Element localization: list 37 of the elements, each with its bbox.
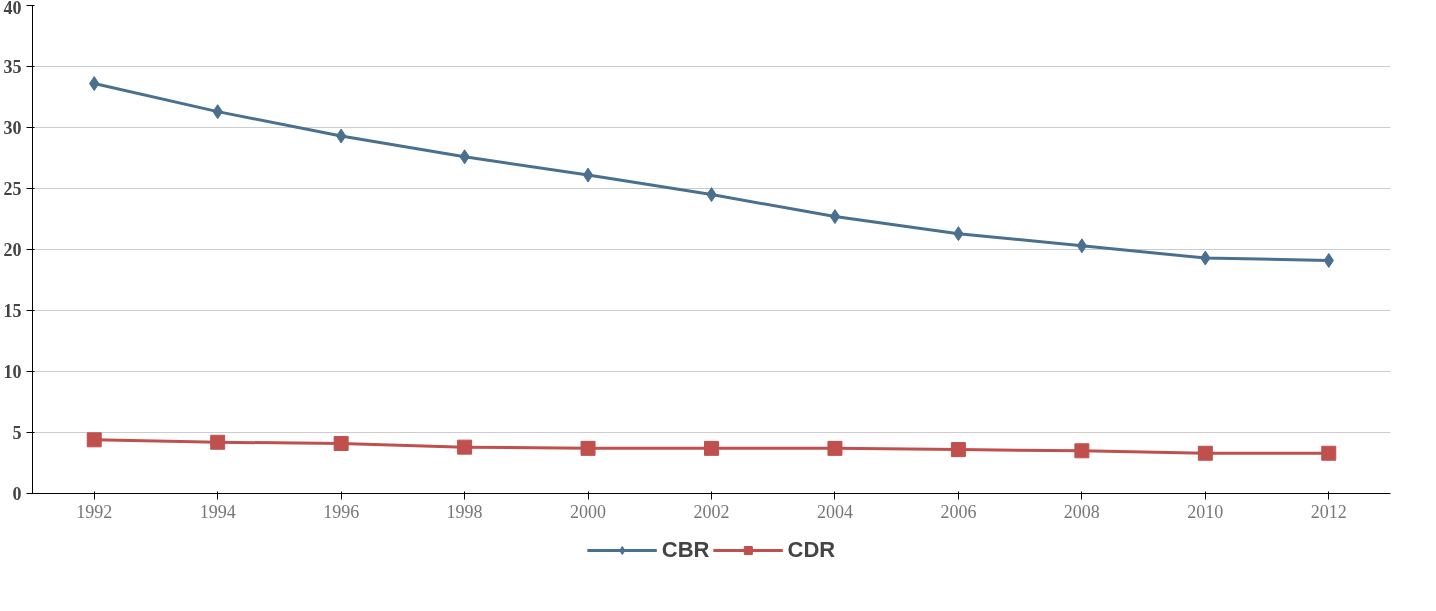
point xyxy=(580,440,596,456)
point xyxy=(1076,238,1088,254)
point xyxy=(86,432,102,448)
point xyxy=(950,442,966,458)
x-tick-label: 2000 xyxy=(570,501,607,522)
y-tick-label: 20 xyxy=(3,240,22,260)
point xyxy=(457,439,473,455)
x-tick-label: 1992 xyxy=(76,501,113,522)
point xyxy=(333,435,349,451)
point xyxy=(704,440,719,456)
point xyxy=(1197,445,1213,461)
legend-label: CBR xyxy=(661,537,710,563)
point xyxy=(827,440,843,456)
y-tick-label: 35 xyxy=(3,57,22,77)
point xyxy=(335,128,347,144)
x-tick-label: 2012 xyxy=(1310,501,1347,522)
x-tick-label: 1994 xyxy=(199,501,236,522)
point xyxy=(210,434,226,450)
x-tick-label: 2006 xyxy=(940,501,977,522)
point xyxy=(582,167,594,183)
y-tick-label: 5 xyxy=(12,423,22,443)
y-tick-label: 25 xyxy=(3,179,22,199)
y-tick-label: 40 xyxy=(3,0,22,18)
point xyxy=(1074,443,1090,459)
x-tick-label: 1996 xyxy=(323,501,360,522)
x-tick-label: 2004 xyxy=(816,501,853,522)
x-tick-label: 2010 xyxy=(1187,501,1224,522)
x-tick-label: 2008 xyxy=(1063,501,1100,522)
y-tick-label: 10 xyxy=(3,362,22,382)
x-tick-label: 1998 xyxy=(446,501,483,522)
y-tick-label: 0 xyxy=(12,484,22,504)
y-tick-label: 30 xyxy=(3,118,22,138)
y-tick-label: 15 xyxy=(3,301,22,321)
point xyxy=(829,209,841,225)
point xyxy=(1321,445,1337,461)
x-tick-label: 2002 xyxy=(693,501,730,522)
legend-label: CDR xyxy=(787,537,836,563)
